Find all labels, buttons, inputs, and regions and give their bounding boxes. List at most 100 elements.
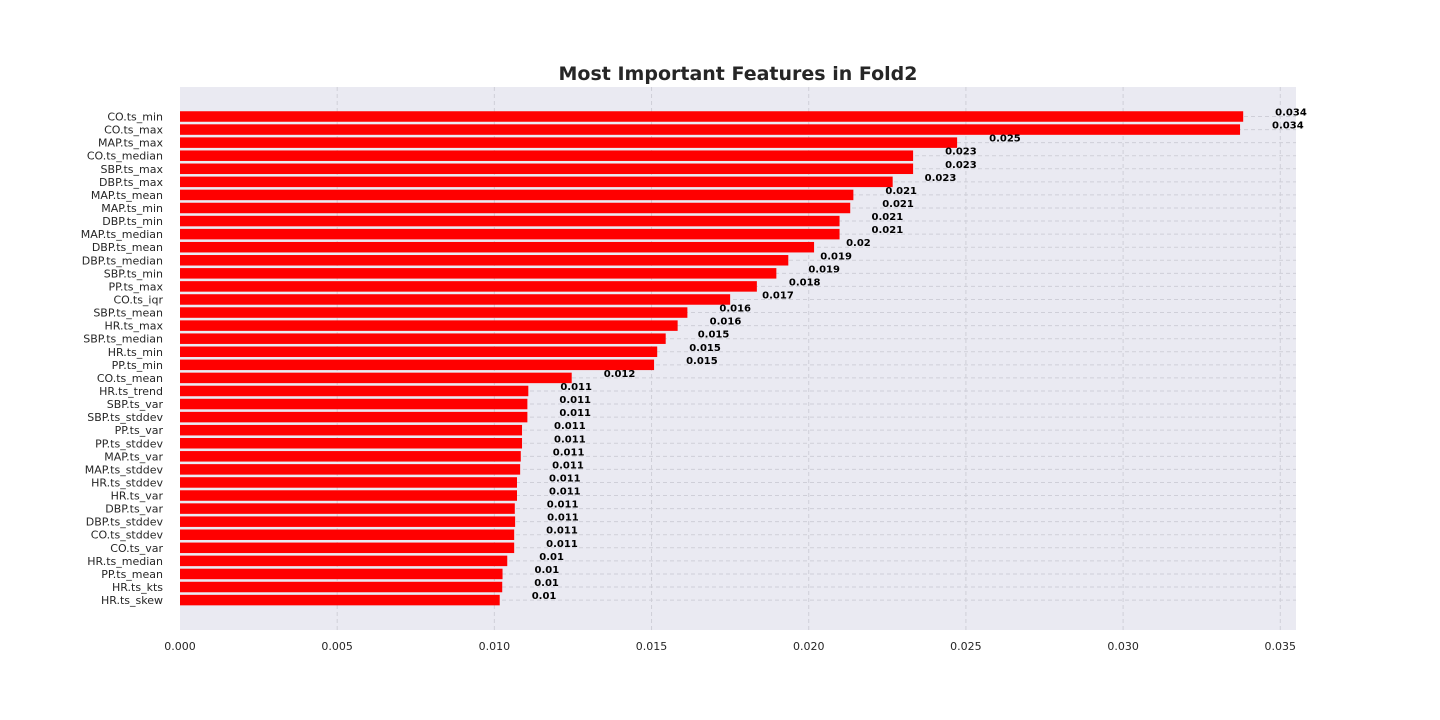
bars: [180, 111, 1244, 606]
category-label: HR.ts_skew: [101, 594, 163, 607]
category-label: MAP.ts_mean: [91, 189, 163, 202]
category-label: DBP.ts_min: [102, 215, 163, 228]
category-label: SBP.ts_min: [104, 267, 163, 280]
category-label: PP.ts_stddev: [95, 437, 163, 450]
x-tick-label: 0.025: [950, 640, 982, 653]
bar: [180, 124, 1241, 135]
bar: [180, 568, 503, 580]
bar-value-label: 0.011: [546, 539, 578, 550]
bar-value-label: 0.011: [549, 487, 581, 498]
chart-title: Most Important Features in Fold2: [559, 63, 918, 85]
bar: [180, 477, 518, 488]
category-label: DBP.ts_max: [99, 176, 163, 189]
bar-value-label: 0.01: [534, 578, 559, 589]
bar: [180, 516, 516, 527]
bar: [180, 529, 515, 540]
bar: [180, 438, 523, 449]
category-label: DBP.ts_mean: [92, 241, 163, 254]
category-label: HR.ts_median: [87, 555, 163, 568]
bar: [180, 503, 515, 514]
x-tick-labels: 0.000 0.005 0.010 0.015 0.020 0.025 0.030 0.035: [164, 640, 1296, 653]
bar: [180, 111, 1244, 122]
bar: [180, 241, 815, 253]
bar: [180, 359, 655, 371]
bar: [180, 464, 521, 475]
category-label: PP.ts_min: [112, 359, 163, 372]
bar-value-label: 0.018: [789, 277, 821, 288]
category-label: DBP.ts_var: [105, 503, 163, 516]
bar-value-label: 0.02: [846, 238, 871, 249]
bar: [180, 268, 777, 279]
category-label: CO.ts_mean: [97, 372, 163, 385]
bar-value-label: 0.01: [539, 552, 564, 563]
bar-value-label: 0.015: [689, 343, 721, 354]
x-tick-label: 0.015: [636, 640, 668, 653]
bar: [180, 163, 914, 175]
category-label: PP.ts_mean: [101, 568, 163, 581]
x-tick-label: 0.005: [321, 640, 353, 653]
value-labels: 0.034 0.034 0.025 0.023 0.023 0.023 0.021 0.021…: [532, 108, 1307, 603]
bar: [180, 411, 528, 423]
bar: [180, 255, 789, 266]
bar-value-label: 0.012: [604, 369, 636, 380]
bar: [180, 320, 678, 331]
bar: [180, 202, 851, 214]
category-label: SBP.ts_stddev: [87, 411, 163, 424]
category-label: MAP.ts_min: [101, 202, 163, 215]
category-label: SBP.ts_mean: [93, 307, 163, 320]
x-tick-label: 0.020: [793, 640, 825, 653]
bar: [180, 581, 503, 593]
bar: [180, 228, 840, 240]
category-label: CO.ts_stddev: [91, 529, 164, 542]
category-label: MAP.ts_max: [98, 137, 163, 150]
bar: [180, 150, 914, 161]
bar-value-label: 0.019: [808, 264, 840, 275]
bar-value-label: 0.023: [945, 160, 977, 171]
bar-value-label: 0.021: [885, 186, 917, 197]
bar: [180, 555, 508, 567]
bar: [180, 137, 958, 148]
bar-value-label: 0.011: [554, 434, 586, 445]
category-label: CO.ts_median: [87, 150, 163, 163]
x-tick-label: 0.000: [164, 640, 196, 653]
bar-value-label: 0.023: [925, 173, 957, 184]
bar: [180, 189, 854, 201]
bar-value-label: 0.034: [1275, 108, 1307, 119]
category-label: CO.ts_iqr: [114, 293, 164, 306]
bar: [180, 451, 521, 462]
bar-value-label: 0.016: [710, 317, 742, 328]
bar: [180, 215, 840, 227]
x-tick-label: 0.010: [479, 640, 511, 653]
category-label: CO.ts_var: [110, 542, 163, 555]
category-label: HR.ts_var: [111, 490, 164, 503]
bar-value-label: 0.021: [872, 225, 904, 236]
bar-value-label: 0.011: [553, 447, 585, 458]
bar-value-label: 0.011: [549, 473, 581, 484]
category-label: DBP.ts_stddev: [86, 516, 164, 529]
x-tick-label: 0.030: [1107, 640, 1139, 653]
bar: [180, 307, 688, 318]
bar-value-label: 0.025: [989, 134, 1021, 145]
category-label: HR.ts_kts: [112, 581, 163, 594]
bar: [180, 398, 528, 410]
bar-value-label: 0.011: [559, 408, 591, 419]
bar-value-label: 0.034: [1272, 121, 1304, 132]
bar: [180, 346, 658, 358]
bar-value-label: 0.011: [547, 513, 579, 524]
category-label: SBP.ts_median: [83, 333, 163, 346]
category-label: HR.ts_min: [108, 346, 163, 359]
category-label: MAP.ts_median: [81, 228, 163, 241]
bar: [180, 281, 757, 292]
bar-value-label: 0.021: [882, 199, 914, 210]
bar: [180, 424, 523, 436]
bar-value-label: 0.01: [532, 591, 557, 602]
bar-value-label: 0.011: [560, 382, 592, 393]
bar-value-label: 0.017: [762, 290, 794, 301]
category-label: PP.ts_max: [108, 280, 163, 293]
bar-value-label: 0.021: [872, 212, 904, 223]
bar: [180, 594, 500, 606]
bar: [180, 176, 893, 188]
bar: [180, 294, 731, 305]
bar-value-label: 0.011: [554, 421, 586, 432]
bar-value-label: 0.015: [686, 356, 718, 367]
